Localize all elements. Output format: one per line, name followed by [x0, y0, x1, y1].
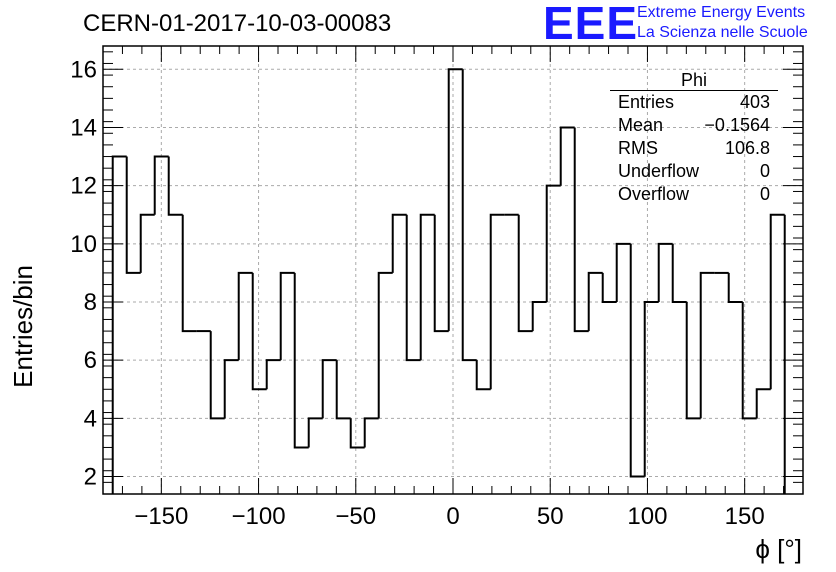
histogram-bin [531, 301, 547, 332]
histogram-bin [223, 359, 239, 419]
histogram-bin [741, 302, 757, 420]
y-tick-label: 4 [84, 405, 97, 432]
histogram-bin [335, 360, 351, 420]
x-tick-label: 150 [725, 503, 765, 530]
y-tick-label: 2 [84, 464, 97, 491]
histogram-bin [517, 214, 533, 333]
y-tick-label: 10 [70, 231, 97, 258]
histogram-bin [209, 331, 225, 420]
logo-line-2: La Scienza nelle Scuole [637, 24, 808, 41]
logo-line-1: Extreme Energy Events [637, 4, 806, 21]
grid-lines [103, 46, 803, 494]
histogram-bin [559, 126, 575, 186]
stats-label: Underflow [618, 161, 700, 181]
stats-row-underflow: Underflow 0 [610, 160, 778, 183]
run-title: CERN-01-2017-10-03-00083 [83, 10, 392, 37]
stats-row-entries: Entries 403 [610, 91, 778, 114]
x-tick-label: 50 [537, 503, 564, 530]
stats-value: 403 [739, 92, 770, 112]
histogram-bin [601, 272, 617, 303]
stats-value: 0 [759, 161, 770, 181]
x-tick-label: −50 [335, 503, 376, 530]
histogram-bin [181, 214, 197, 333]
histogram-bin [447, 68, 463, 332]
y-tick-label: 12 [70, 173, 97, 200]
histogram-bin [125, 156, 141, 274]
stats-title: Phi [610, 70, 778, 91]
histogram-bin [251, 272, 267, 391]
histogram-bin [391, 213, 407, 273]
stats-label: Overflow [618, 184, 690, 204]
histogram-bin [475, 360, 491, 391]
histogram-bin [643, 301, 659, 477]
x-tick-label: −150 [134, 503, 188, 530]
histogram-series [111, 68, 786, 494]
axis-ticks [102, 46, 804, 495]
y-tick-label: 16 [70, 56, 97, 83]
histogram-bin [769, 213, 785, 390]
eee-logo: EEE [543, 0, 639, 49]
histogram-bin [349, 418, 365, 449]
y-tick-label: 6 [84, 347, 97, 374]
histogram-bin [461, 69, 477, 362]
histogram-bin [685, 302, 701, 420]
stats-label: Entries [618, 92, 675, 112]
histogram-bin [419, 213, 435, 361]
stats-value: 0 [759, 184, 770, 204]
histogram-bin [489, 213, 505, 390]
x-tick-label: 0 [446, 503, 459, 530]
x-axis-label: ϕ [°] [755, 534, 802, 564]
histogram-bin [671, 243, 687, 303]
stats-value: 106.8 [724, 138, 770, 158]
histogram-bin [433, 214, 449, 333]
histogram-bin [111, 155, 127, 494]
histogram-bin [153, 155, 169, 215]
histogram-bin [629, 243, 645, 478]
histogram-bin [405, 214, 421, 362]
y-tick-label: 14 [70, 114, 97, 141]
histogram-bin [237, 271, 253, 361]
stats-row-rms: RMS 106.8 [610, 137, 778, 160]
histogram-bin [167, 156, 183, 216]
histogram-bin [321, 359, 337, 419]
y-tick-label: 8 [84, 289, 97, 316]
histogram-bin [293, 272, 309, 449]
histogram-bin [699, 271, 715, 419]
histogram-bin [307, 417, 323, 448]
histogram-bin [657, 242, 673, 302]
histogram-bin [615, 242, 631, 302]
stats-value: −0.1564 [704, 115, 770, 135]
histogram-bin [587, 271, 603, 332]
axis-tick-labels: −150 −100 −50 0 50 100 150 2 4 6 8 10 12 14 16 [70, 56, 764, 530]
histogram-bin [139, 213, 155, 273]
stats-label: RMS [618, 138, 658, 158]
histogram-bin [573, 127, 589, 333]
histogram-bin [545, 184, 561, 302]
y-axis-label: Entries/bin [8, 265, 38, 388]
stats-box: Phi Entries 403 Mean −0.1564 RMS 106.8 Unde… [610, 70, 778, 206]
histogram-bin [377, 271, 393, 419]
stats-row-mean: Mean −0.1564 [610, 114, 778, 137]
histogram-bin [265, 359, 281, 390]
histogram-bin [727, 272, 743, 303]
histogram-bin [363, 417, 379, 448]
stats-row-overflow: Overflow 0 [610, 183, 778, 206]
stats-label: Mean [618, 115, 664, 135]
x-tick-label: 100 [627, 503, 667, 530]
x-tick-label: −100 [232, 503, 286, 530]
histogram-bin [279, 271, 295, 361]
histogram-bin [755, 388, 771, 419]
